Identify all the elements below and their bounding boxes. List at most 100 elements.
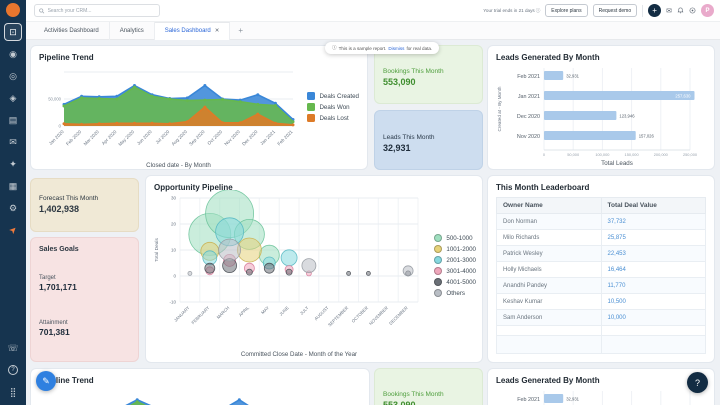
table-row[interactable]: Milo Richards25,875	[497, 230, 706, 246]
legend-item[interactable]: Others	[434, 289, 476, 297]
svg-text:200,000: 200,000	[654, 152, 669, 157]
legend-item[interactable]: 500-1000	[434, 234, 476, 242]
sidebar-item-documents[interactable]: ▤	[4, 111, 22, 129]
deal-value-link[interactable]: 37,732	[601, 214, 706, 230]
sidebar-item-conversations[interactable]: ✉	[4, 133, 22, 151]
close-tab-icon[interactable]: ✕	[215, 28, 220, 34]
kpi-title: Bookings This Month	[383, 391, 474, 398]
svg-text:JULY: JULY	[299, 305, 310, 316]
sidebar-item-automations[interactable]: ✦	[4, 155, 22, 173]
opportunity-pipeline-legend: 500-1000 1001-2000 2001-3000 3001-4000 4001-…	[434, 234, 476, 297]
svg-text:Oct 2020: Oct 2020	[206, 129, 223, 146]
request-demo-button[interactable]: Request demo	[593, 4, 638, 17]
sidebar-item-marketplace[interactable]: ➤	[0, 217, 25, 242]
sidebar-item-analytics[interactable]: ▦	[4, 177, 22, 195]
announcements-bell-icon[interactable]	[689, 7, 696, 14]
user-avatar[interactable]: P	[701, 4, 714, 17]
question-icon: ?	[695, 378, 700, 388]
svg-text:-10: -10	[169, 300, 176, 305]
table-row[interactable]: Sam Anderson10,000	[497, 310, 706, 326]
explore-plans-button[interactable]: Explore plans	[545, 4, 587, 17]
topbar: Your trial ends in 21 daysⓘ Explore plan…	[26, 0, 720, 22]
sales-goals-card[interactable]: Sales Goals Target 1,701,171 Attainment …	[30, 237, 139, 362]
pipeline-trend-card-2[interactable]: Pipeline Trend	[30, 368, 370, 405]
svg-text:32,931: 32,931	[566, 397, 579, 402]
deals-icon: ◈	[10, 93, 17, 104]
sidebar-item-dashboard[interactable]: ⊡	[4, 23, 22, 41]
legend-item[interactable]: 2001-3000	[434, 256, 476, 264]
topbar-right: Your trial ends in 21 daysⓘ Explore plan…	[483, 4, 714, 17]
bookings-kpi-card-2[interactable]: Bookings This Month 553,090	[374, 368, 483, 405]
add-tab-button[interactable]: +	[230, 26, 251, 35]
banner-text: This is a sample report.	[339, 46, 387, 51]
svg-text:Created at - By Month: Created at - By Month	[497, 86, 502, 131]
table-row[interactable]: Holly Michaels16,464	[497, 262, 706, 278]
gear-icon: ⚙	[9, 203, 17, 214]
deal-value-link[interactable]: 25,875	[601, 230, 706, 246]
card-title: Sales Goals	[39, 246, 130, 253]
opportunity-pipeline-chart: 3020100-10JANUARYFEBRUARYMARCHAPRILMAYJU…	[150, 190, 480, 363]
sidebar-item-contacts[interactable]: ◉	[4, 45, 22, 63]
deal-value-link[interactable]: 11,770	[601, 278, 706, 294]
compose-fab-button[interactable]: ✎	[36, 371, 56, 391]
search-input[interactable]	[48, 8, 155, 14]
sidebar-item-deals[interactable]: ◈	[4, 89, 22, 107]
legend-item[interactable]: 4001-5000	[434, 278, 476, 286]
svg-text:Jul 2020: Jul 2020	[155, 129, 171, 145]
legend-item[interactable]: Deals Won	[307, 103, 359, 111]
legend-swatch	[434, 245, 442, 253]
sidebar-item-accounts[interactable]: ◎	[4, 67, 22, 85]
help-fab-button[interactable]: ?	[687, 372, 708, 393]
deal-value-link[interactable]: 10,000	[601, 310, 706, 326]
mail-icon[interactable]: ✉	[666, 7, 672, 15]
deal-value-link[interactable]: 16,464	[601, 262, 706, 278]
legend-item[interactable]: 1001-2000	[434, 245, 476, 253]
tab-sales-dashboard[interactable]: Sales Dashboard✕	[155, 22, 231, 40]
leads-by-month-card[interactable]: Leads Generated By Month 050,000100,0001…	[487, 45, 715, 170]
svg-text:Total Deals: Total Deals	[154, 238, 160, 262]
tab-activities-dashboard[interactable]: Activities Dashboard	[34, 22, 110, 40]
owner-name-cell: Don Norman	[497, 214, 602, 230]
svg-text:Jan 2021: Jan 2021	[518, 94, 540, 100]
table-row[interactable]: Patrick Wesley22,453	[497, 246, 706, 262]
leads-by-month-chart: 050,000100,000150,000200,000250,000Feb 2…	[494, 62, 712, 170]
opportunity-pipeline-card[interactable]: Opportunity Pipeline 3020100-10JANUARYFE…	[145, 175, 483, 363]
column-header-owner[interactable]: Owner Name	[497, 198, 602, 214]
pipeline-trend-chart-2	[33, 385, 369, 405]
table-row[interactable]: Don Norman37,732	[497, 214, 706, 230]
column-header-value[interactable]: Total Deal Value	[601, 198, 706, 214]
svg-text:50,000: 50,000	[567, 152, 580, 157]
sidebar-item-help[interactable]: ?	[4, 361, 22, 379]
chart-title: Leads Generated By Month	[488, 369, 714, 385]
info-icon[interactable]: ⓘ	[536, 8, 541, 14]
quick-add-button[interactable]: +	[648, 4, 661, 17]
svg-text:157,026: 157,026	[639, 134, 655, 139]
leaderboard-card[interactable]: This Month Leaderboard Owner Name Total …	[487, 175, 715, 363]
tab-analytics[interactable]: Analytics	[110, 22, 155, 40]
dismiss-link[interactable]: Dismiss	[388, 46, 404, 51]
legend-item[interactable]: Deals Created	[307, 92, 359, 100]
sidebar-item-phone[interactable]: ☏	[4, 339, 22, 357]
sidebar-item-apps[interactable]: ⣿	[4, 383, 22, 401]
chat-icon: ✉	[9, 137, 17, 148]
sidebar-item-settings[interactable]: ⚙	[4, 199, 22, 217]
deal-value-link[interactable]: 22,453	[601, 246, 706, 262]
trial-countdown: Your trial ends in 21 daysⓘ	[483, 8, 540, 14]
leads-by-month-card-2[interactable]: Leads Generated By Month 050,000100,0001…	[487, 368, 715, 405]
forecast-kpi-card[interactable]: Forecast This Month 1,402,938	[30, 178, 139, 232]
svg-text:123,946: 123,946	[619, 114, 635, 119]
svg-text:Jan 2021: Jan 2021	[259, 129, 276, 146]
table-row[interactable]: Keshav Kumar10,500	[497, 294, 706, 310]
svg-text:Mar 2020: Mar 2020	[83, 129, 101, 147]
legend-item[interactable]: 3001-4000	[434, 267, 476, 275]
notifications-bell-icon[interactable]	[677, 7, 684, 14]
brand-logo-icon[interactable]	[6, 3, 20, 17]
table-row[interactable]: Anandhi Pandey11,770	[497, 278, 706, 294]
pipeline-trend-card[interactable]: Pipeline Trend 50,0000Jan 2020Feb 2020Ma…	[30, 45, 368, 170]
leads-kpi-card[interactable]: Leads This Month 32,931	[374, 110, 483, 170]
deal-value-link[interactable]: 10,500	[601, 294, 706, 310]
legend-swatch	[307, 114, 315, 122]
legend-item[interactable]: Deals Lost	[307, 114, 359, 122]
kpi-value: 1,402,938	[39, 204, 130, 214]
global-search[interactable]	[34, 4, 160, 17]
